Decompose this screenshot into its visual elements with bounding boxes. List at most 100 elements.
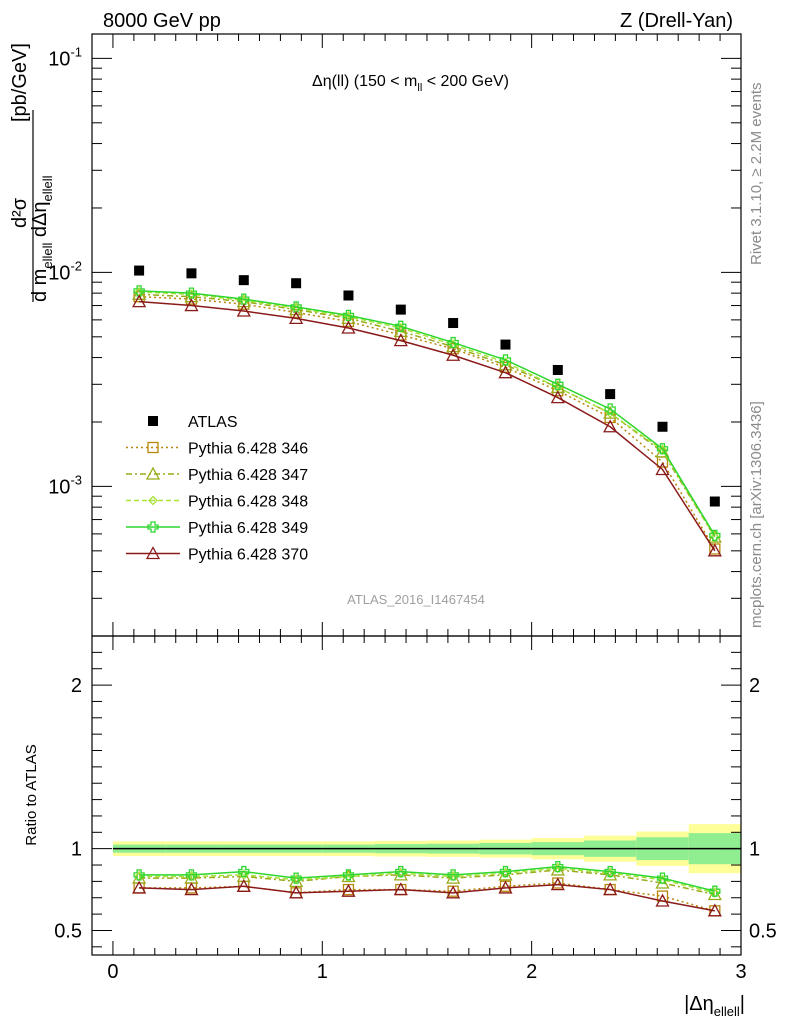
legend-entry: Pythia 6.428 348 [126,494,308,511]
legend-label: Pythia 6.428 349 [188,520,308,537]
plot-title: Δη(ll) (150 < mll < 200 GeV) [312,73,509,94]
ratio-series-point [185,869,198,881]
beam-energy-label: 8000 GeV pp [103,10,221,32]
main-series-point [236,303,251,317]
main-panel: 10-3 10-2 10-1 [48,33,742,637]
ratio-series-line [139,883,715,912]
analysis-watermark: ATLAS_2016_I1467454 [347,592,485,607]
legend-marker [145,546,161,560]
ratio-series-point [655,893,670,907]
legend-marker [148,416,158,426]
ratio-series-point [552,861,564,873]
legend-entry: Pythia 6.428 346 [126,441,308,458]
ratio-series-point [498,880,513,894]
main-series-line [139,295,716,550]
main-y-tick-label: 10-3 [48,472,82,498]
ratio-series-point [184,882,199,896]
x-tick-label: 3 [735,961,746,983]
atlas-data-points [134,265,720,507]
main-y-axis-title: d²σ d mellell dΔηellell [pb/GeV] [9,43,55,302]
atlas-data-point [238,275,249,286]
atlas-data-point [134,265,145,276]
main-series-point [393,324,408,338]
legend-marker [147,441,159,454]
main-series-point [499,354,512,366]
main-series-point [395,320,407,332]
main-series-line [139,291,716,538]
ratio-series-point [393,882,408,896]
atlas-data-point [186,268,197,279]
ratio-y-tick-label-right: 0.5 [749,920,777,942]
ratio-series-point [290,872,302,884]
ratio-series-point [341,883,356,897]
ratio-series-point [499,865,512,878]
main-series-point [133,285,145,297]
legend-label: ATLAS [188,414,238,431]
x-axis-title: |Δηellell| [684,993,745,1019]
atlas-data-point [448,318,459,329]
ratio-axis-ticks [92,635,742,955]
ratio-series-point [707,903,722,917]
atlas-data-point [657,421,668,432]
ratio-series-point [603,882,618,896]
main-series-point [656,443,669,455]
legend-entry: Pythia 6.428 370 [126,546,308,564]
legend: ATLAS Pythia 6.428 346 Pythia 6.428 347 Pyt… [126,414,308,564]
main-series-point [498,365,513,379]
ratio-series-point [550,877,565,891]
legend-label: Pythia 6.428 348 [188,494,308,511]
ratio-series-point [289,885,304,899]
ratio-series-point [133,869,145,881]
main-series-point [550,390,565,404]
main-series-point [603,419,618,433]
ratio-panel-frame [91,635,742,956]
legend-entry: ATLAS [148,414,238,431]
ratio-series-line [139,865,716,892]
ratio-series-3 [134,863,720,898]
main-series-point [655,462,670,476]
atlas-data-point [709,496,720,507]
mcplots-credit-label: mcplots.cern.ch [arXiv:1306.3436] [748,401,765,628]
main-series-point [447,336,459,349]
ratio-panel: 0.5 0.5 1 1 2 2 0 1 2 3 [54,635,777,983]
atlas-data-point [343,290,354,301]
ratio-y-axis-title: Ratio to ATLAS [23,744,40,845]
legend-label: Pythia 6.428 347 [188,467,308,484]
main-series-point [289,310,304,324]
legend-entry: Pythia 6.428 347 [126,466,308,484]
atlas-data-point [605,389,616,400]
main-series-point [707,543,722,557]
x-tick-label: 2 [526,961,537,983]
ratio-series-point [342,869,355,881]
main-series-point [341,320,356,334]
ratio-series-line [139,867,716,894]
ratio-y-tick-label-right: 1 [749,839,760,861]
ratio-series-point [604,865,616,878]
process-label: Z (Drell-Yan) [620,10,733,32]
main-series-point [184,298,199,312]
ratio-series-point [447,869,459,881]
ratio-series-5 [132,877,722,917]
legend-label: Pythia 6.428 370 [188,547,308,564]
main-series-point [709,529,721,542]
ratio-y-tick-label-left: 2 [71,675,82,697]
atlas-data-point [552,364,563,375]
ratio-series-point [550,862,565,876]
legend-entry: Pythia 6.428 349 [126,520,308,537]
main-series-line [139,290,716,536]
main-series-point [185,287,198,299]
ratio-series-1 [133,877,721,917]
atlas-data-point [395,304,406,315]
ratio-series-point [656,872,669,884]
main-series-point [238,293,250,305]
ratio-series-point [238,865,250,878]
main-series-point [132,294,147,308]
legend-marker [147,521,159,533]
main-series-4 [133,285,721,542]
y-axis-unit: [pb/GeV] [9,43,31,122]
ratio-series-point [446,885,461,899]
x-tick-label: 0 [107,961,118,983]
main-y-tick-label: 10-1 [48,44,82,70]
ratio-y-tick-label-right: 2 [749,675,760,697]
ratio-y-tick-label-left: 0.5 [54,920,82,942]
